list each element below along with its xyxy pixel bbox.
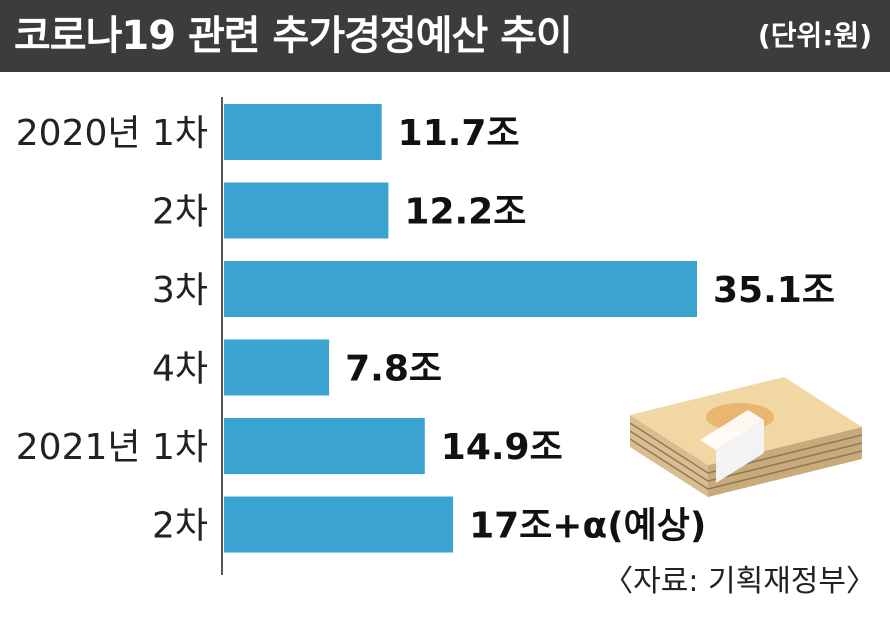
- unit-label: (단위:원): [757, 19, 872, 52]
- bar-5: [224, 418, 425, 474]
- bar-6: [224, 496, 454, 553]
- money-bundle: [630, 377, 863, 497]
- category-label-3: 3차: [152, 270, 208, 311]
- bar-2: [224, 182, 389, 239]
- category-label-6: 2차: [152, 506, 208, 547]
- bar-3: [224, 261, 697, 317]
- bar-4: [224, 339, 330, 396]
- category-label-5: 2021년 1차: [16, 427, 208, 468]
- category-label-4: 4차: [152, 349, 208, 390]
- value-label-4: 7.8조: [345, 349, 442, 390]
- value-label-6: 17조+α(예상): [469, 506, 706, 547]
- category-label-1: 2020년 1차: [16, 113, 208, 154]
- value-label-2: 12.2조: [404, 192, 526, 233]
- chart-header: 코로나19 관련 추가경정예산 추이 (단위:원): [0, 0, 890, 72]
- value-label-1: 11.7조: [398, 113, 520, 154]
- bar-1: [224, 104, 382, 160]
- value-label-5: 14.9조: [441, 427, 563, 468]
- category-label-2: 2차: [152, 192, 208, 233]
- bars-group: 2020년 1차 11.7조 2차 12.2조 3차 35.1조 4차 7.8조 2021년 1…: [16, 104, 835, 553]
- chart-title: 코로나19 관련 추가경정예산 추이: [14, 13, 573, 59]
- value-label-3: 35.1조: [713, 270, 835, 311]
- money-stack-icon: [630, 377, 863, 497]
- source-note: 〈자료: 기획재정부〉: [603, 564, 876, 599]
